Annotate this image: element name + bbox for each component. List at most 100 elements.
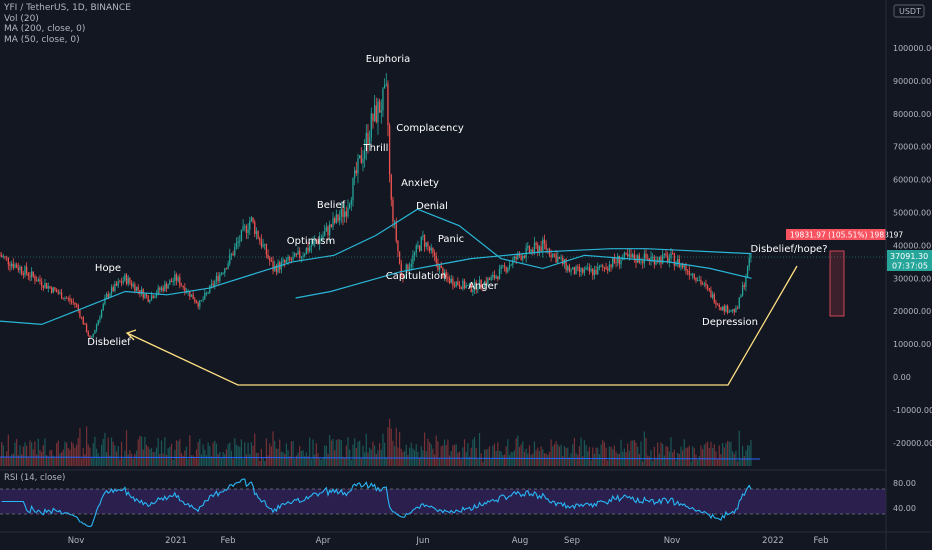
candle-body <box>528 246 531 253</box>
candle-body <box>45 282 48 289</box>
candle-body <box>688 270 690 276</box>
volume-bar <box>324 445 326 466</box>
volume-bar <box>418 457 421 466</box>
candle-body <box>510 264 512 266</box>
annotation-disbelief: Disbelief <box>87 337 131 348</box>
volume-bar <box>147 446 149 466</box>
ma50-indicator-label[interactable]: MA (50, close, 0) <box>4 34 80 45</box>
annotation-hope: Hope <box>95 263 121 274</box>
candle-body <box>277 262 279 273</box>
volume-bar <box>39 449 41 466</box>
candle-body <box>578 266 581 272</box>
volume-bar <box>389 418 391 466</box>
volume-bar <box>695 454 697 466</box>
candle-body <box>172 280 174 283</box>
ma200-indicator-label[interactable]: MA (200, close, 0) <box>4 24 86 34</box>
candle-body <box>230 253 233 255</box>
volume-bar <box>214 440 216 466</box>
volume-bar <box>577 454 579 466</box>
candle-body <box>30 271 33 278</box>
candle-body <box>145 294 148 296</box>
candle-body <box>72 301 74 303</box>
volume-bar <box>355 448 357 466</box>
volume-bar <box>194 456 196 466</box>
volume-bar <box>745 450 747 466</box>
volume-bar <box>453 444 456 466</box>
rsi-axis-label: 40.00 <box>893 504 916 513</box>
candle-body <box>397 240 399 252</box>
candle-body <box>580 268 582 272</box>
volume-bar <box>582 456 584 466</box>
volume-bar <box>99 456 101 466</box>
annotation-capitulation: Capitulation <box>386 271 447 282</box>
candle-body <box>22 273 24 276</box>
price-axis[interactable]: 100000.00 90000.00 80000.00 70000.00 60000.0… <box>893 44 932 448</box>
candle-body <box>195 301 198 304</box>
volume-bar <box>673 449 675 466</box>
volume-bar <box>16 439 18 466</box>
volume-bar <box>289 456 291 466</box>
volume-bar <box>314 454 316 466</box>
candle-body <box>647 258 649 260</box>
price-axis-label: 40000.00 <box>893 241 931 250</box>
volume-bar <box>490 458 492 466</box>
price-axis-label: 10000.00 <box>893 340 931 349</box>
candle-body <box>189 290 191 297</box>
volume-bar <box>645 437 647 466</box>
candle-body <box>254 222 256 234</box>
candle-body <box>395 221 397 241</box>
candle-body <box>129 277 131 283</box>
candle-body <box>592 268 594 276</box>
volume-bar <box>200 454 203 466</box>
price-axis-label: 100000.00 <box>893 44 932 53</box>
volume-bar <box>525 448 527 466</box>
volume-bar <box>492 445 494 466</box>
candle-body <box>633 254 636 261</box>
candle-body <box>290 259 293 261</box>
candle-body <box>497 276 499 280</box>
volume-bar <box>690 461 692 466</box>
volume-bar <box>192 455 194 466</box>
candle-body <box>159 287 161 291</box>
volume-bar <box>72 443 74 466</box>
candle-body <box>505 266 507 272</box>
volume-indicator-label[interactable]: Vol (20) <box>4 13 39 24</box>
volume-bar <box>738 430 740 466</box>
time-axis[interactable]: Nov 2021 Feb Apr Jun Aug Sep Nov 2022 Feb <box>68 536 829 546</box>
volume-bar <box>640 441 642 466</box>
volume-bar <box>294 459 296 466</box>
rsi-label[interactable]: RSI (14, close) <box>4 473 65 483</box>
candle-body <box>543 239 546 244</box>
annotation-disbelief-hope-: Disbelief/hope? <box>750 244 827 255</box>
volume-bar <box>14 442 16 466</box>
candle-body <box>455 281 457 287</box>
candle-body <box>127 277 129 284</box>
volume-bar <box>339 439 341 466</box>
rsi-axis: 80.00 40.00 <box>893 479 916 513</box>
candle-body <box>452 278 454 286</box>
candle-body <box>67 298 69 300</box>
volume-bar <box>443 439 446 466</box>
volume-bar <box>430 444 432 466</box>
volume-bar <box>36 454 38 466</box>
currency-badge-bg[interactable] <box>893 4 925 18</box>
volume-bar <box>307 456 309 466</box>
candle-body <box>212 283 214 286</box>
volume-bar <box>330 440 332 466</box>
volume-bar <box>300 450 302 466</box>
volume-bar <box>4 457 6 466</box>
candle-body <box>347 207 349 217</box>
volume-bar <box>597 447 599 466</box>
volume-bar <box>144 436 146 466</box>
volume-bar <box>137 439 139 466</box>
volume-bar <box>520 444 522 466</box>
symbol-title[interactable]: YFI / TetherUS, 1D, BINANCE <box>4 3 131 13</box>
candle-body <box>721 306 724 311</box>
candle-body <box>517 253 519 260</box>
candle-body <box>219 274 221 282</box>
volume-bar <box>279 439 281 466</box>
candle-body <box>608 264 611 271</box>
volume-bar <box>723 447 725 466</box>
candle-body <box>562 257 564 265</box>
